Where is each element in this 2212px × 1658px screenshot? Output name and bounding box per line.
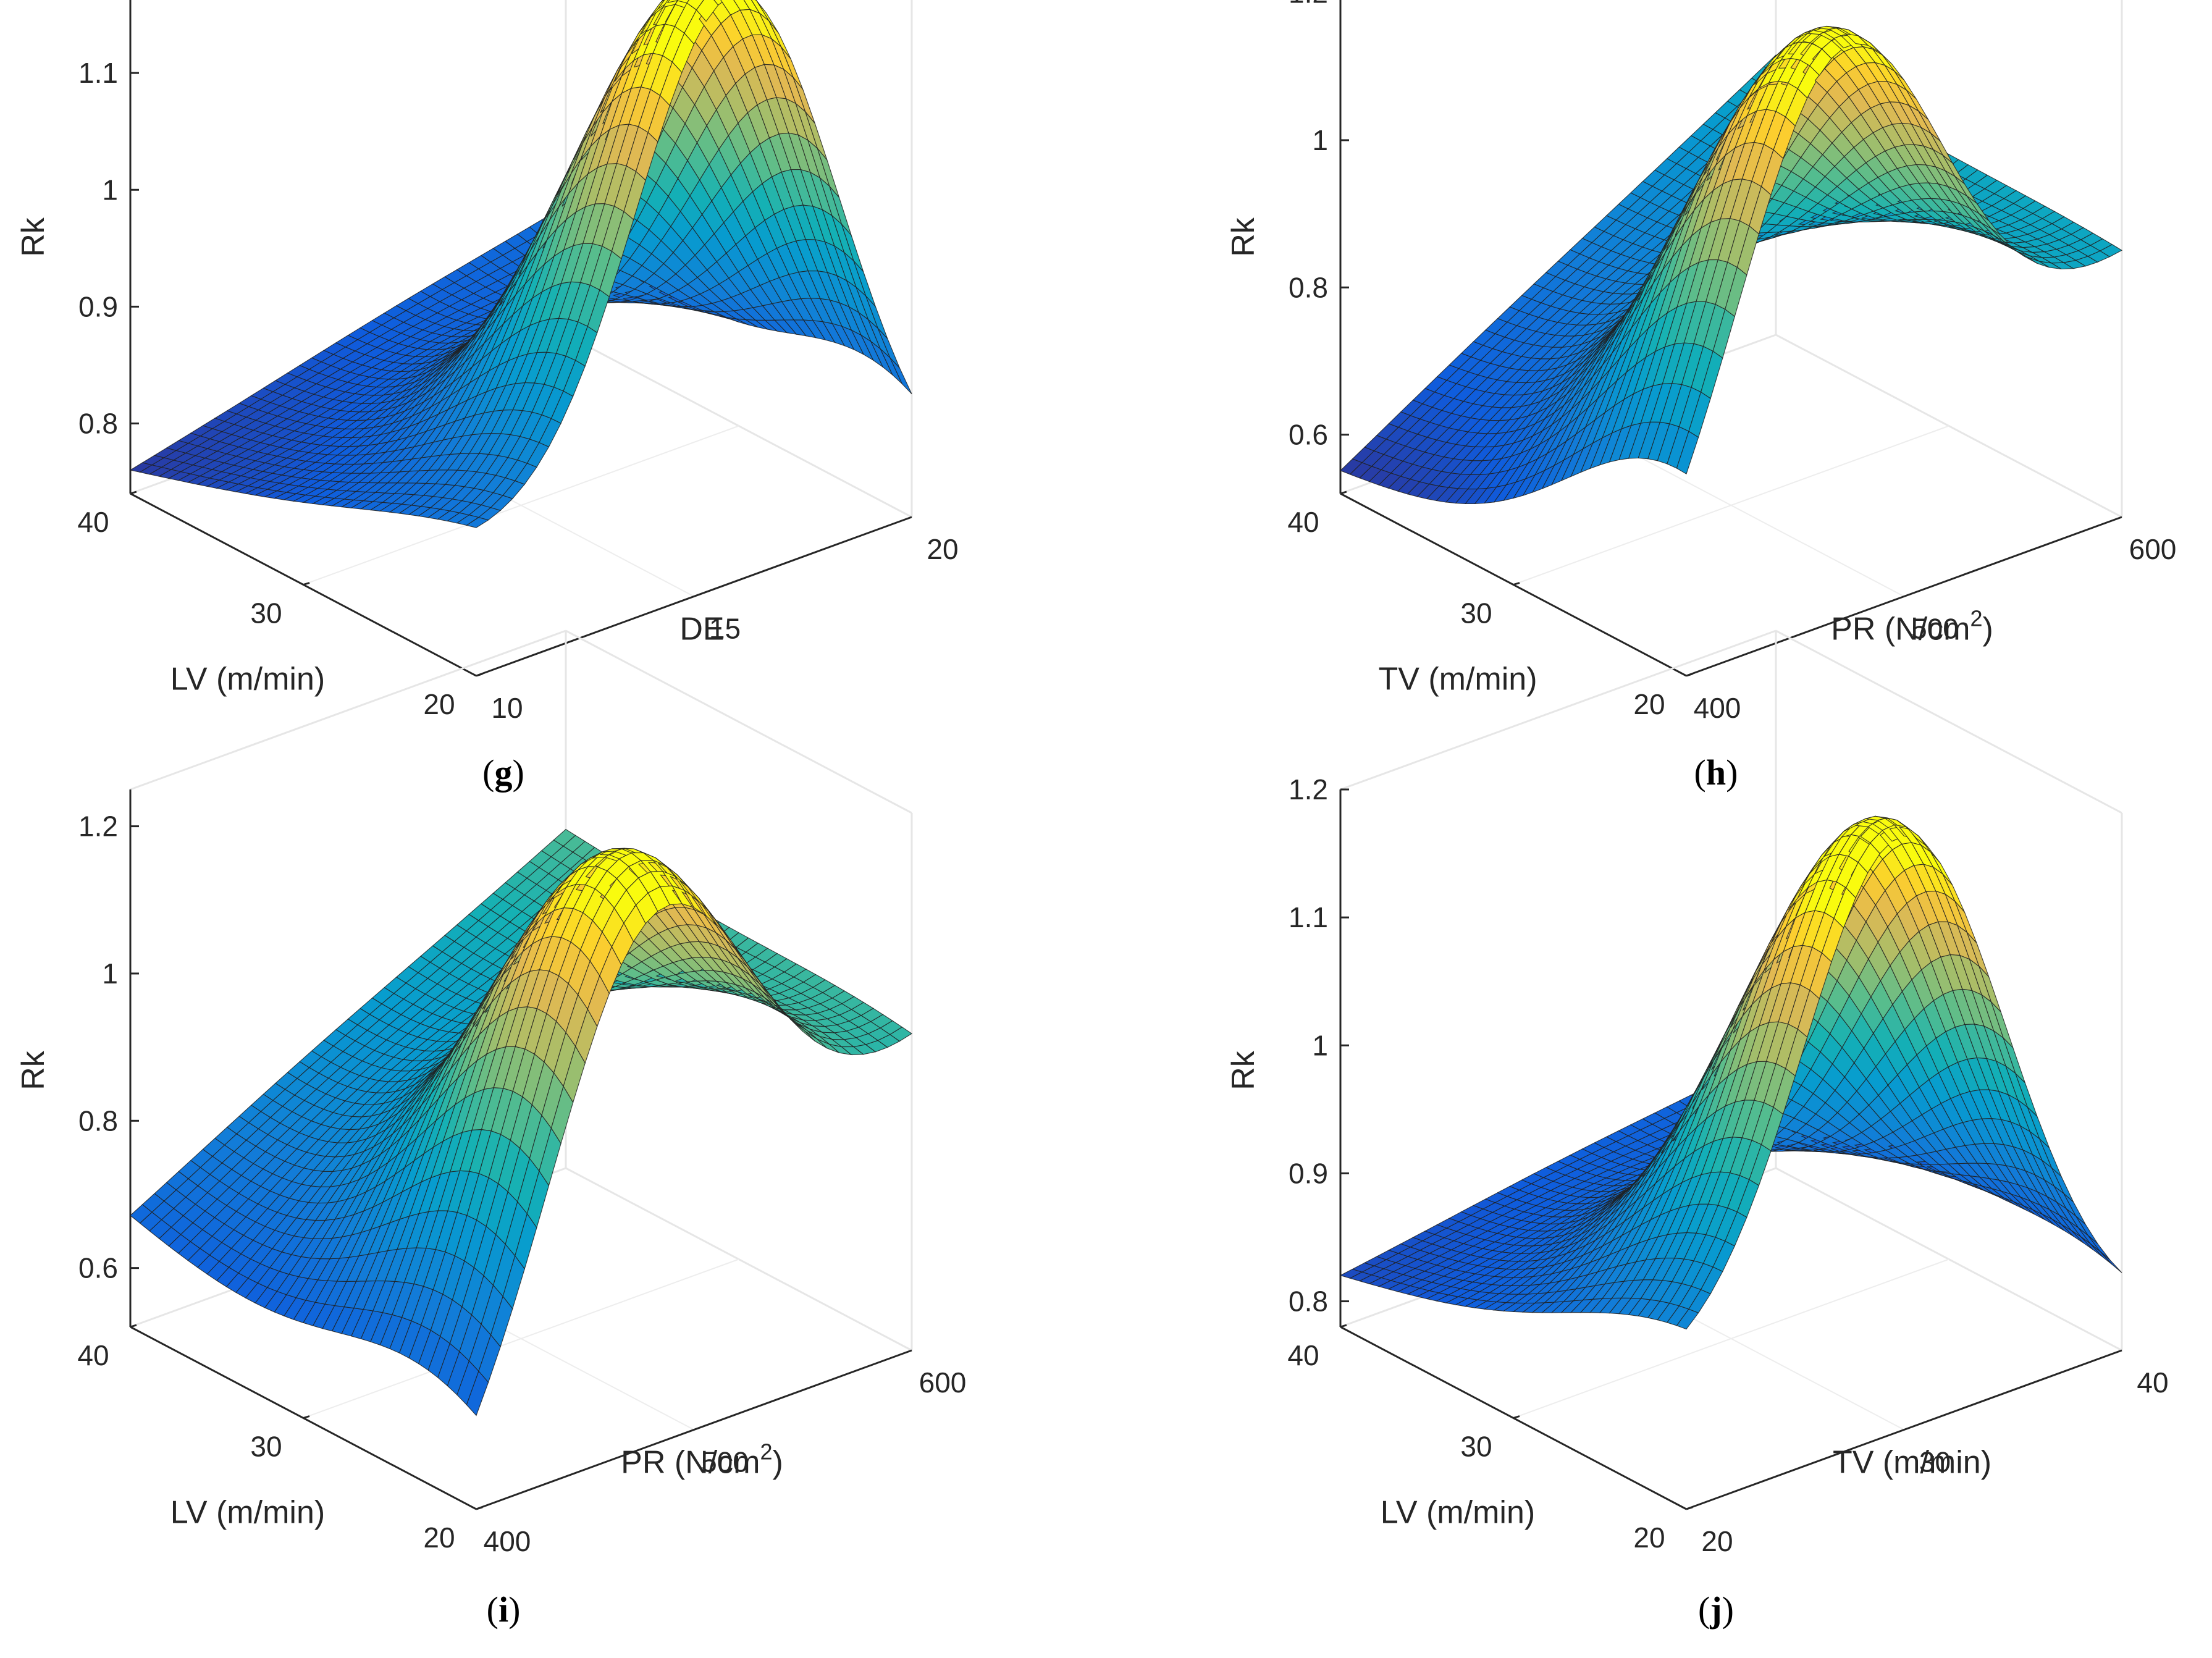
- y-axis-label-close: ): [1983, 612, 1993, 647]
- grid-line: [1775, 629, 2122, 814]
- caption-open: (: [1694, 752, 1706, 793]
- z-tick-label: 0.8: [1289, 271, 1328, 303]
- z-tick-label: 0.6: [1289, 419, 1328, 451]
- x-tick: [303, 1415, 310, 1419]
- z-tick-label: 1: [1312, 124, 1328, 156]
- x-axis-label: TV (m/min): [1378, 662, 1537, 697]
- caption-close: ): [1726, 752, 1738, 793]
- y-tick-label: 10: [491, 692, 523, 724]
- caption-letter: i: [498, 1589, 508, 1630]
- y-tick-label: 15: [709, 613, 741, 645]
- x-tick-label: 40: [1287, 506, 1319, 538]
- x-tick: [1513, 1415, 1520, 1419]
- x-tick: [1686, 673, 1693, 677]
- z-axis-label: Rk: [15, 217, 51, 257]
- x-tick: [476, 1506, 483, 1510]
- y-tick-label: 20: [927, 533, 958, 565]
- x-tick-label: 20: [423, 688, 455, 720]
- z-tick-label: 1.2: [1289, 0, 1328, 9]
- x-tick: [476, 673, 483, 677]
- caption-close: ): [508, 1589, 520, 1630]
- surface-patch: [676, 0, 690, 4]
- y-tick-label: 400: [1694, 692, 1741, 724]
- surface-patch: [667, 0, 678, 4]
- z-axis-label: Rk: [1226, 217, 1261, 257]
- y-tick-label: 400: [484, 1525, 531, 1557]
- axes-box: [1339, 0, 2123, 677]
- surface-patch: [660, 0, 665, 3]
- surface-mesh: [129, 0, 912, 528]
- surface-mesh: [1339, 815, 2122, 1330]
- y-tick-label: 600: [2129, 533, 2177, 565]
- y-axis-label-sup: 2: [760, 1439, 772, 1465]
- z-tick-label: 1: [102, 957, 118, 990]
- y-axis-label-main: PR (N/cm: [1831, 612, 1970, 647]
- y-axis-label: DE: [679, 612, 724, 647]
- z-tick-label: 0.8: [78, 408, 118, 440]
- caption-open: (: [487, 1589, 498, 1630]
- x-tick-label: 30: [250, 597, 282, 629]
- caption-letter: h: [1706, 752, 1726, 793]
- y-axis-line: [1686, 516, 2122, 677]
- y-axis-label-close: ): [773, 1445, 783, 1481]
- x-tick: [1340, 490, 1347, 495]
- surface-patch: [696, 0, 719, 22]
- x-axis-label: LV (m/min): [170, 1495, 325, 1531]
- x-tick-label: 40: [77, 1339, 109, 1371]
- y-axis-label: PR (N/cm2): [621, 1439, 783, 1481]
- z-tick-label: 0.6: [78, 1252, 118, 1284]
- y-axis-label-sup: 2: [1970, 606, 1982, 631]
- y-axis-line: [1686, 1349, 2122, 1510]
- x-tick: [303, 582, 310, 586]
- x-tick: [1686, 1506, 1693, 1510]
- x-tick-label: 20: [423, 1521, 455, 1554]
- z-tick-label: 1: [102, 174, 118, 206]
- panel-caption: (h): [1694, 752, 1738, 793]
- x-axis-label: LV (m/min): [170, 662, 325, 697]
- z-tick-label: 1.1: [78, 57, 118, 89]
- panel-caption: (i): [487, 1589, 521, 1630]
- caption-open: (: [482, 752, 494, 793]
- z-tick-label: 1.2: [78, 810, 118, 843]
- x-tick: [130, 490, 137, 495]
- x-tick-label: 30: [1460, 597, 1492, 629]
- z-tick-label: 0.9: [78, 290, 118, 322]
- y-axis-label-main: PR (N/cm: [621, 1445, 760, 1481]
- y-axis-line: [476, 1349, 912, 1510]
- surface-mesh: [130, 828, 913, 1416]
- caption-letter: g: [495, 752, 513, 793]
- x-tick-label: 40: [77, 506, 109, 538]
- x-tick-label: 30: [250, 1431, 282, 1463]
- panel-caption: (g): [482, 752, 524, 793]
- surface-patch: [686, 0, 704, 11]
- surface-patch: [889, 357, 912, 395]
- caption-close: ): [513, 752, 524, 793]
- y-axis-line: [476, 516, 912, 677]
- surface-mesh: [1340, 25, 2123, 505]
- y-tick-label: 600: [919, 1366, 967, 1399]
- x-tick: [1513, 582, 1520, 586]
- grid-line: [565, 629, 912, 814]
- y-axis-label: PR (N/cm2): [1831, 606, 1993, 647]
- z-axis-label: Rk: [15, 1050, 51, 1090]
- z-tick-label: 0.8: [78, 1105, 118, 1137]
- x-tick-label: 20: [1633, 688, 1665, 720]
